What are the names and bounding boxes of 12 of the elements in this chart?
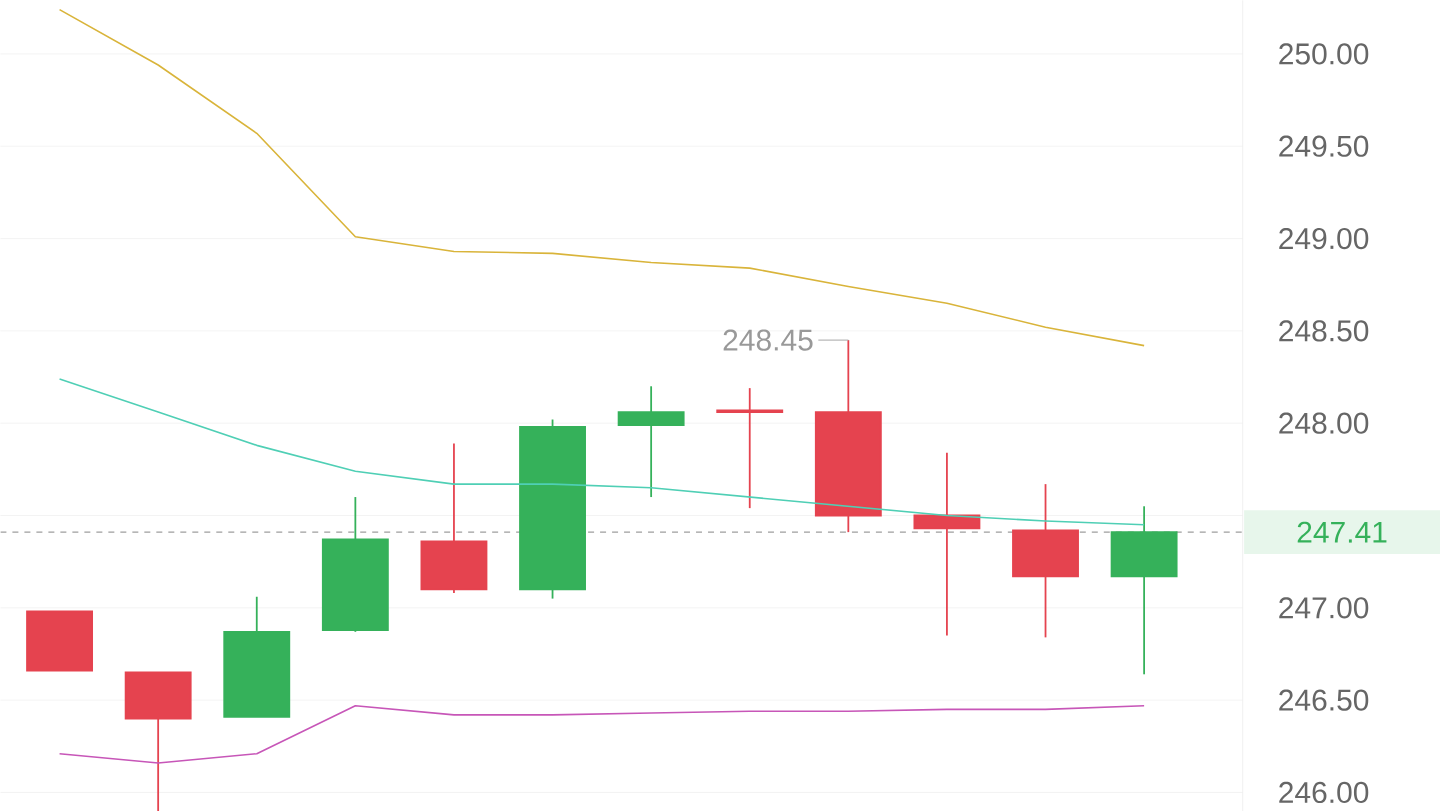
ref-line-label: 247.41 — [1297, 521, 1387, 543]
annotation: 248.45 — [723, 329, 813, 351]
y-tick-label: 246.00 — [1279, 781, 1369, 803]
line-series — [58, 704, 1145, 764]
y-tick-label: 249.50 — [1279, 135, 1369, 157]
y-tick-label: 250.00 — [1279, 43, 1369, 65]
y-tick-label: 248.00 — [1279, 412, 1369, 434]
y-tick-label: 249.00 — [1279, 227, 1369, 250]
candlestick — [716, 387, 784, 509]
y-tick-label: 247.00 — [1279, 597, 1369, 619]
y-tick-label: 248.50 — [1279, 320, 1369, 342]
y-tick-label: 246.50 — [1279, 689, 1369, 711]
